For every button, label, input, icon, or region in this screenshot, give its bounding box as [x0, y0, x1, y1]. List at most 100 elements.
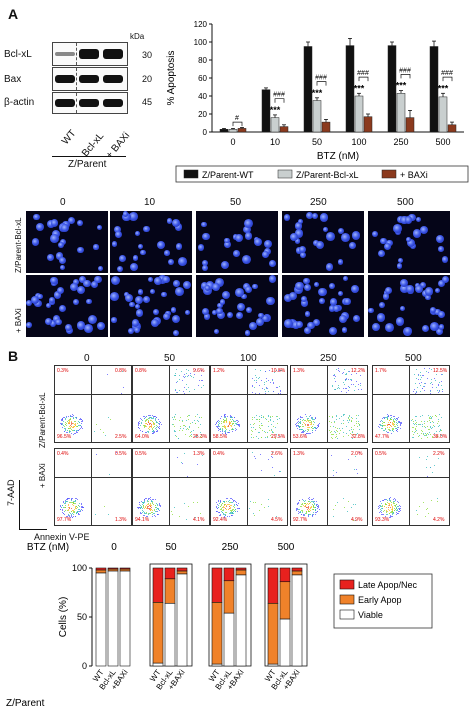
flow-event [174, 429, 176, 431]
flow-event [147, 507, 149, 509]
flow-event [425, 382, 427, 384]
flow-event [306, 430, 308, 432]
flow-event [223, 416, 225, 418]
flow-event [70, 415, 72, 417]
flow-event [64, 423, 66, 425]
micro-cell [437, 279, 446, 288]
flow-event [236, 423, 238, 425]
flow-event [60, 419, 62, 421]
micro-cell [122, 211, 129, 217]
flow-event [333, 430, 335, 432]
flow-gate-vertical [409, 366, 410, 442]
flow-event [387, 414, 389, 416]
flow-event [147, 421, 149, 423]
flow-event [152, 432, 154, 434]
flow-event [392, 508, 394, 510]
flow-event [423, 390, 425, 392]
apop-y-label: % Apoptosis [166, 50, 177, 105]
flow-event [64, 426, 66, 428]
flow-event [431, 421, 433, 423]
flow-event [343, 420, 345, 422]
flow-event [397, 511, 399, 513]
flow-event [77, 422, 79, 424]
flow-event [310, 506, 312, 508]
flow-event [311, 417, 313, 419]
flow-event [315, 512, 317, 514]
flow-event [151, 428, 153, 430]
flow-event [273, 426, 275, 428]
flow-event [423, 368, 425, 370]
flow-event [392, 512, 394, 514]
flow-event [396, 503, 398, 505]
flow-event [300, 428, 302, 430]
flow-event [69, 512, 71, 514]
flow-event [230, 421, 232, 423]
flow-event [254, 423, 256, 425]
flow-event [197, 435, 199, 437]
flow-quadrant-ur: 2.2% [433, 451, 445, 457]
flow-event [396, 424, 398, 426]
flow-event [256, 418, 258, 420]
flow-event [295, 425, 297, 427]
flow-event [219, 514, 221, 516]
micro-cell [87, 314, 97, 324]
flow-event [225, 420, 227, 422]
flow-event [68, 501, 70, 503]
flow-event [398, 508, 400, 510]
flow-event [411, 437, 413, 439]
flow-event [331, 422, 333, 424]
flow-event [197, 502, 199, 504]
flow-event [330, 431, 332, 433]
flow-event [399, 506, 401, 508]
flow-event [233, 500, 235, 502]
flow-event [138, 506, 140, 508]
flow-event [224, 514, 226, 516]
flow-event [315, 511, 317, 513]
flow-event [263, 382, 265, 384]
flow-event [159, 510, 161, 512]
flow-event [79, 508, 81, 510]
flow-event [330, 430, 332, 432]
flow-event [228, 500, 230, 502]
flow-event [430, 383, 432, 385]
flow-event [380, 514, 382, 516]
flow-event [219, 427, 221, 429]
flow-event [65, 501, 67, 503]
flow-quadrant-ll: 93.3% [375, 517, 390, 523]
flow-event [222, 514, 224, 516]
flow-event [68, 427, 70, 429]
flow-event [72, 417, 74, 419]
flow-event [230, 497, 232, 499]
flow-event [308, 511, 310, 513]
flow-event [72, 414, 74, 416]
blot-protein-bax: Bax [4, 74, 22, 85]
flow-event [432, 384, 434, 386]
flow-event [413, 421, 414, 423]
flow-event [140, 505, 142, 507]
flow-event [312, 502, 314, 504]
lane-bclxl: Bcl-xL [80, 130, 107, 160]
flow-event [68, 498, 70, 500]
flow-event [77, 514, 79, 515]
flow-event [257, 377, 259, 379]
flow-event [71, 499, 73, 501]
flow-event [75, 431, 77, 433]
flow-col-250: 250 [320, 353, 337, 364]
flow-event [155, 429, 157, 431]
flow-event [74, 508, 76, 510]
flow-event [416, 429, 418, 431]
flow-event [59, 504, 61, 506]
flow-event [303, 514, 305, 516]
flow-event [249, 507, 251, 509]
flow-event [181, 419, 183, 421]
flow-event [421, 424, 423, 426]
flow-event [184, 376, 186, 378]
flow-event [353, 383, 355, 385]
flow-gate-horizontal [133, 394, 209, 395]
flow-event [75, 500, 77, 502]
flow-quadrant-ll: 58.5% [213, 434, 228, 440]
flow-event [270, 420, 272, 422]
micro-cell [312, 239, 319, 246]
flow-event [386, 426, 388, 428]
micro-cell [26, 322, 32, 329]
